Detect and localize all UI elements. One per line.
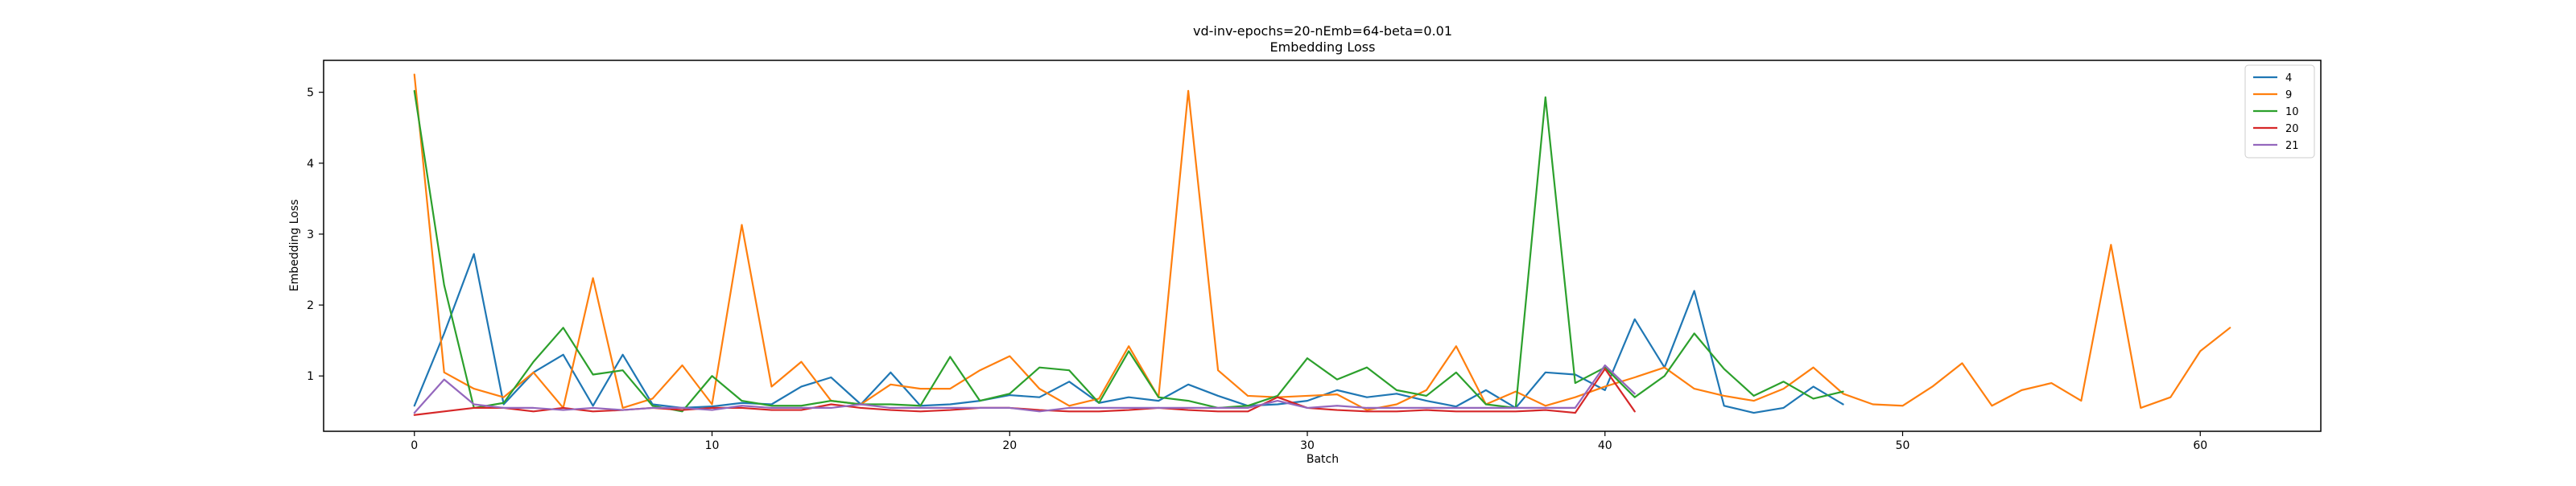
series-line-10 [413, 89, 1844, 413]
legend-label-10: 10 [2285, 106, 2299, 118]
x-tick-label: 60 [2193, 439, 2207, 452]
series-line-4 [413, 253, 1844, 414]
x-tick-label: 30 [1300, 439, 1315, 452]
x-tick-label: 10 [705, 439, 720, 452]
legend-box [2244, 64, 2315, 159]
legend-label-21: 21 [2285, 140, 2299, 152]
y-tick-label: 1 [307, 370, 314, 383]
series-line-21 [413, 364, 1636, 414]
legend: 4 9 10 20 21 [2244, 64, 2315, 159]
plot-frame [323, 60, 2322, 432]
chart-subtitle: Embedding Loss [1270, 39, 1376, 55]
legend-label-4: 4 [2285, 72, 2292, 84]
plot-area [413, 73, 2231, 416]
legend-label-20: 20 [2285, 123, 2299, 135]
y-axis: 1 2 3 4 5 [307, 87, 324, 383]
x-tick-label: 50 [1896, 439, 1910, 452]
x-axis-label: Batch [1307, 453, 1339, 466]
y-tick-label: 4 [307, 158, 314, 171]
y-tick-label: 5 [307, 87, 314, 100]
y-axis-label: Embedding Loss [288, 200, 301, 292]
y-tick-label: 3 [307, 229, 314, 241]
x-axis: 0 10 20 30 40 50 60 [411, 431, 2207, 452]
x-tick-label: 40 [1598, 439, 1612, 452]
chart-title: vd-inv-epochs=20-nEmb=64-beta=0.01 [1193, 23, 1452, 39]
x-tick-label: 20 [1002, 439, 1017, 452]
series-line-9 [413, 73, 2231, 411]
y-tick-label: 2 [307, 299, 314, 312]
legend-label-9: 9 [2285, 89, 2292, 101]
x-tick-label: 0 [411, 439, 418, 452]
